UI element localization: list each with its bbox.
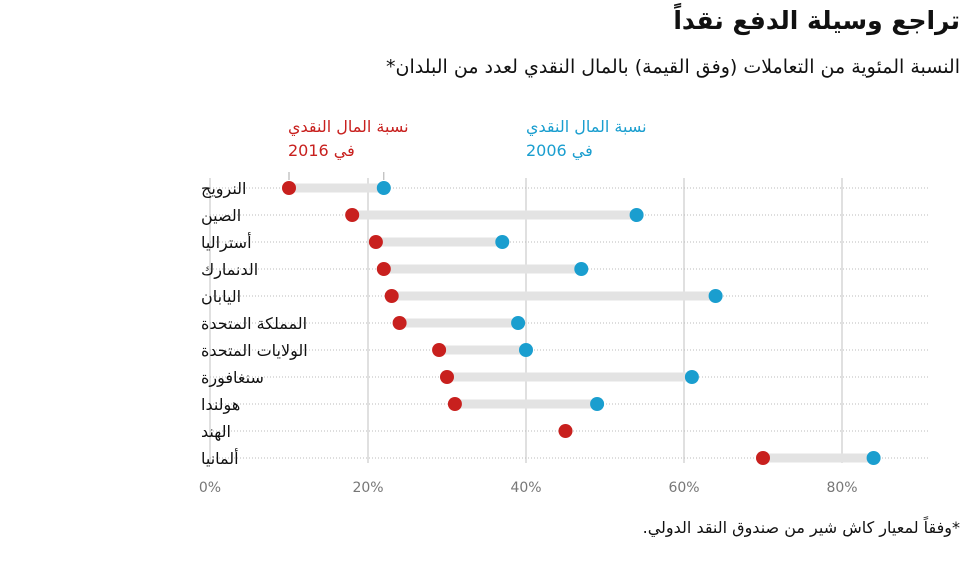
x-tick-label: 20% xyxy=(352,480,383,496)
point-2016 xyxy=(345,208,360,222)
point-2016 xyxy=(447,397,462,411)
point-2016 xyxy=(376,262,391,276)
point-2016 xyxy=(432,343,447,357)
point-2006 xyxy=(708,289,723,303)
point-2006 xyxy=(376,181,391,195)
point-2016 xyxy=(282,181,296,195)
point-2006 xyxy=(519,343,533,357)
point-2006 xyxy=(866,451,881,465)
point-2006 xyxy=(511,316,526,330)
category-label: الصين xyxy=(201,206,241,226)
x-tick-label: 80% xyxy=(826,480,857,496)
point-2006 xyxy=(495,235,510,249)
legend-label-line2: في 2016 xyxy=(288,141,355,161)
legend-label-line1: نسبة المال النقدي xyxy=(526,117,647,137)
category-label: الدنمارك xyxy=(201,260,258,280)
category-label: الهند xyxy=(201,422,231,442)
category-label: المملكة المتحدة xyxy=(201,314,307,333)
point-2016 xyxy=(558,424,573,438)
category-label: سنغافورة xyxy=(201,368,264,388)
point-2016 xyxy=(384,289,399,303)
point-2006 xyxy=(590,397,605,411)
chart-subtitle: النسبة المئوية من التعاملات (وفق القيمة)… xyxy=(386,56,960,78)
legend-label-line1: نسبة المال النقدي xyxy=(288,117,409,137)
category-label: ألمانيا xyxy=(201,448,239,468)
point-2016 xyxy=(756,451,770,465)
point-2006 xyxy=(684,370,699,384)
point-2016 xyxy=(392,316,407,330)
point-2016 xyxy=(368,235,383,249)
legend-label-line2: في 2006 xyxy=(526,141,593,161)
x-tick-label: 60% xyxy=(668,480,699,496)
category-label: أستراليا xyxy=(201,232,252,253)
category-label: النرويج xyxy=(201,179,246,199)
point-2006 xyxy=(574,262,589,276)
category-label: الولايات المتحدة xyxy=(201,341,308,361)
footnote: *وفقاً لمعيار كاش شير من صندوق النقد الد… xyxy=(642,518,960,537)
x-tick-label: 0% xyxy=(199,480,221,496)
x-tick-label: 40% xyxy=(510,480,541,496)
point-2006 xyxy=(629,208,644,222)
category-label: هولندا xyxy=(201,395,240,415)
chart-title: تراجع وسيلة الدفع نقداً xyxy=(673,6,960,35)
point-2016 xyxy=(440,370,454,384)
category-label: اليابان xyxy=(201,287,241,306)
